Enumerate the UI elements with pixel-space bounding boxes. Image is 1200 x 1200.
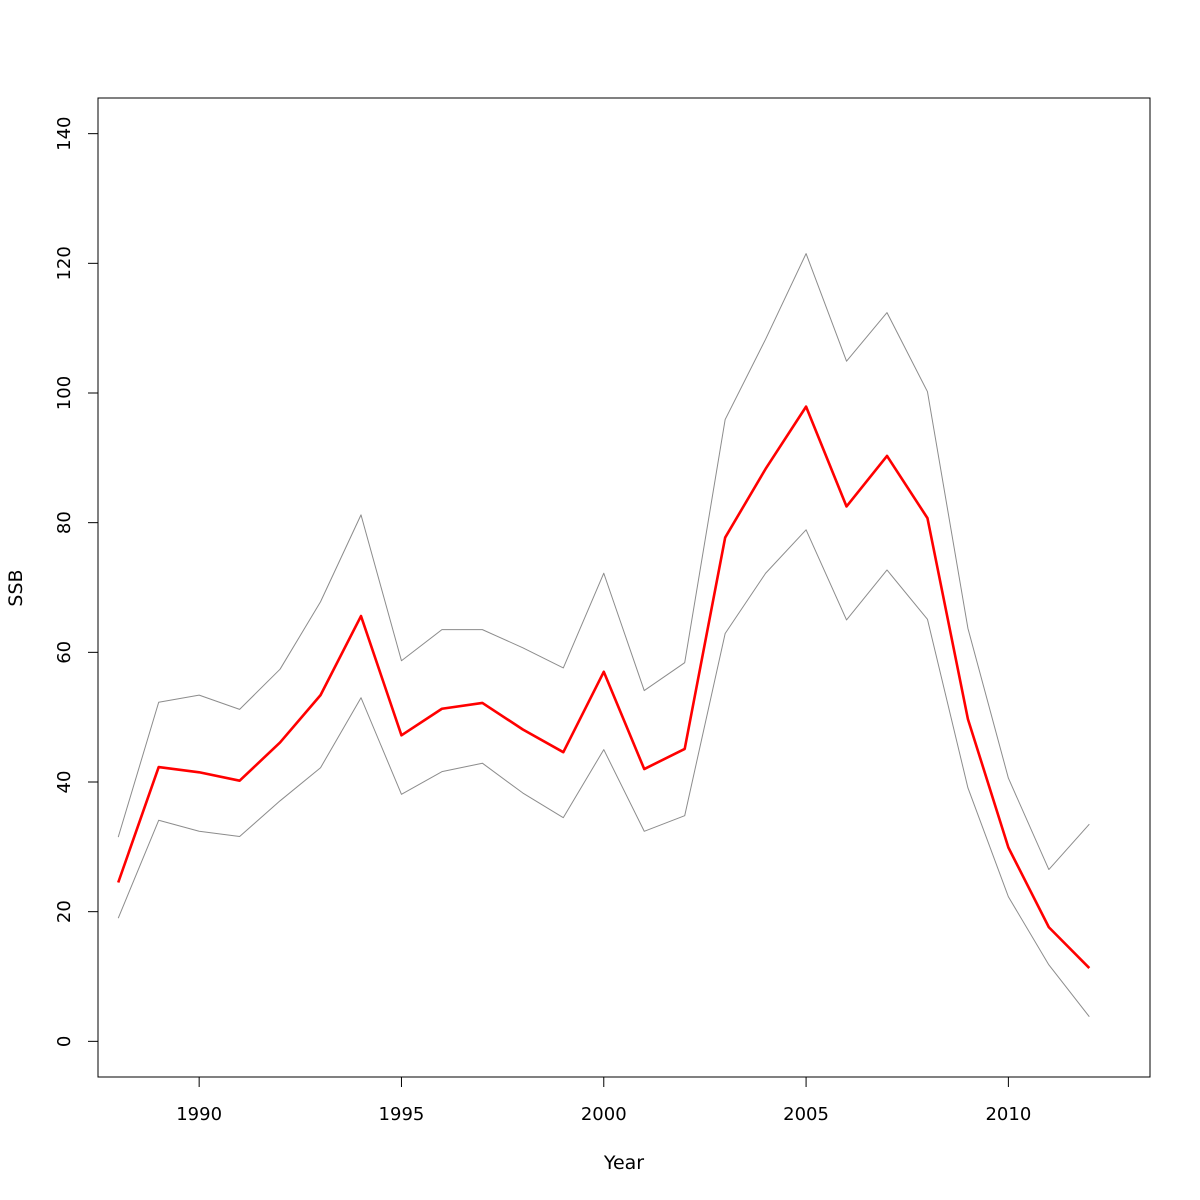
x-tick-label: 2000 bbox=[581, 1104, 627, 1125]
series-line-lower-bound bbox=[117, 529, 1090, 1018]
y-tick-label: 120 bbox=[54, 246, 75, 280]
x-tick-label: 2010 bbox=[985, 1104, 1031, 1125]
y-axis-title: SSB bbox=[5, 569, 27, 606]
y-tick-label: 0 bbox=[54, 1036, 75, 1047]
y-tick-label: 80 bbox=[54, 511, 75, 534]
series-line-upper-bound bbox=[117, 253, 1090, 871]
y-tick-label: 60 bbox=[54, 641, 75, 664]
y-tick-label: 140 bbox=[54, 116, 75, 150]
x-axis-title: Year bbox=[603, 1152, 644, 1174]
series-layer bbox=[117, 253, 1091, 1018]
x-tick-label: 1995 bbox=[379, 1104, 425, 1125]
x-tick-label: 2005 bbox=[783, 1104, 829, 1125]
x-axis: 1990 1995 2000 2005 2010 bbox=[176, 1076, 1031, 1125]
y-tick-label: 40 bbox=[54, 771, 75, 794]
y-tick-label: 20 bbox=[54, 900, 75, 923]
y-tick-label: 100 bbox=[54, 376, 75, 410]
series-line-estimate bbox=[117, 405, 1091, 969]
y-axis: 0 20 40 60 80 100 120 140 bbox=[54, 116, 99, 1047]
x-tick-label: 1990 bbox=[176, 1104, 222, 1125]
